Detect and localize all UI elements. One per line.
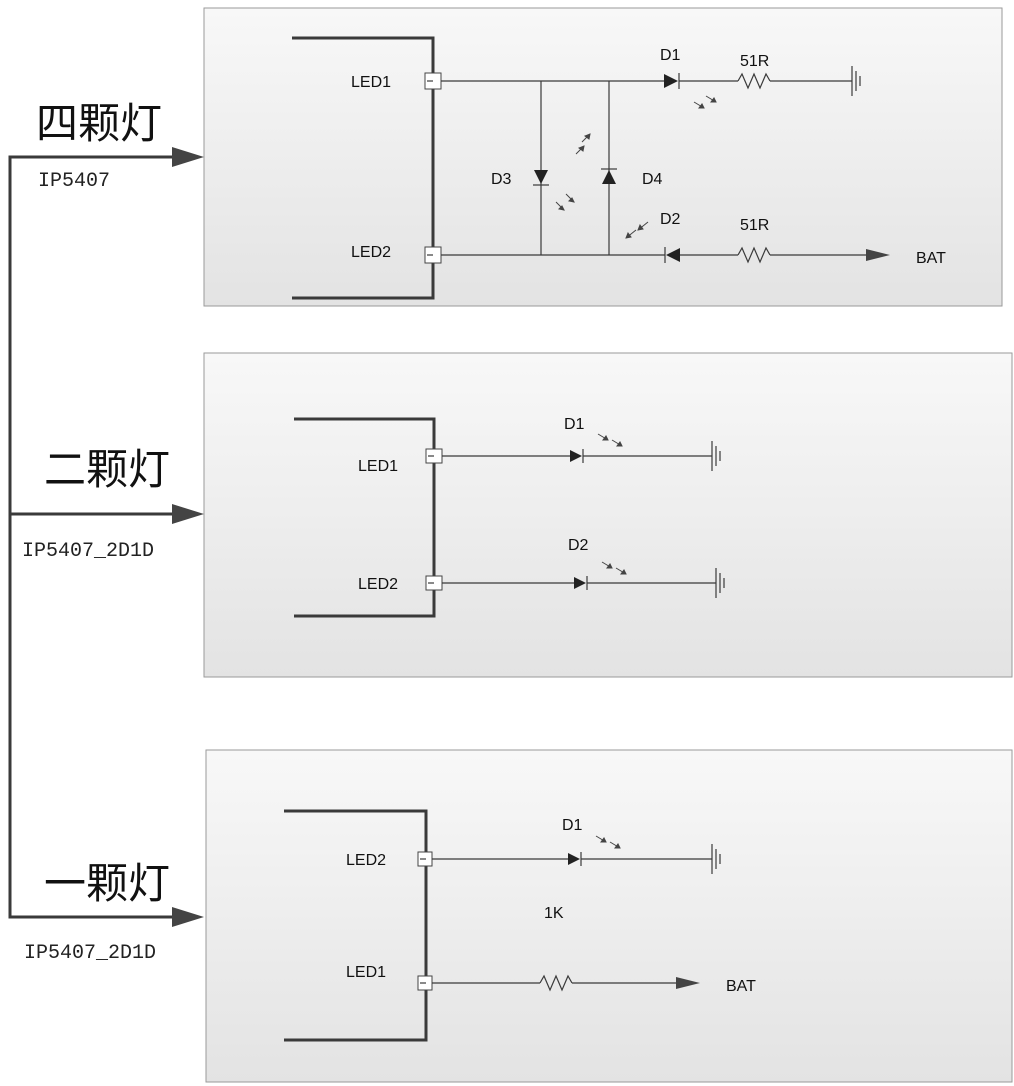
section-title-four-leds: 四颗灯 [36,99,162,148]
circuit-one-led: LED2 LED1 D1 1K BAT [284,809,756,1042]
light-emission-icon [693,95,717,109]
light-emission-icon [595,835,621,849]
label-d1: D1 [660,47,681,64]
diode-d1-icon [570,450,582,462]
pin-label-led2: LED2 [358,576,398,593]
label-bat: BAT [726,978,756,995]
label-d2: D2 [660,211,681,228]
diode-d1-icon [568,853,580,865]
arrow-head-icon [676,977,700,989]
resistor-r2-icon [737,246,771,264]
chip-name-one-led: IP5407_2D1D [24,942,156,965]
label-d4: D4 [642,171,663,188]
circuit-two-leds: LED1 LED2 D1 D2 [294,416,725,618]
section-selector-bus [8,147,204,927]
pin-label-led2: LED2 [346,852,386,869]
panel-two-leds [203,352,1013,678]
section-title-one-led: 一颗灯 [44,859,170,908]
arrow-head-icon [172,504,204,524]
label-bat: BAT [916,250,946,267]
diode-d2-icon [574,577,586,589]
label-d1: D1 [562,817,583,834]
chip-name-four-leds: IP5407 [38,170,110,193]
panel-four-leds [203,7,1003,307]
ground-icon [715,568,725,598]
ground-icon [711,844,721,874]
pin-label-led2: LED2 [351,244,391,261]
resistor-r1-icon [737,72,771,90]
pin-label-led1: LED1 [351,74,391,91]
label-r2: 51R [740,217,769,234]
arrow-head-icon [172,147,204,167]
ground-icon [851,66,861,96]
label-r1: 1K [544,905,564,922]
light-emission-icon [555,133,591,211]
pin-label-led1: LED1 [358,458,398,475]
circuit-four-leds: LED1 LED2 D1 51R D3 D4 [292,36,946,300]
diode-d1-icon [664,74,678,88]
chip-name-two-leds: IP5407_2D1D [22,540,154,563]
light-emission-icon [597,433,623,447]
resistor-r1-icon [539,974,573,992]
arrow-head-icon [172,907,204,927]
diode-d4-icon [602,170,616,184]
pin-label-led1: LED1 [346,964,386,981]
section-title-two-leds: 二颗灯 [44,445,170,494]
diode-d3-icon [534,170,548,184]
label-d3: D3 [491,171,512,188]
arrow-head-icon [866,249,890,261]
light-emission-icon [625,221,649,239]
label-r1: 51R [740,53,769,70]
label-d2: D2 [568,537,589,554]
panel-one-led [205,749,1013,1083]
ground-icon [711,441,721,471]
light-emission-icon [601,561,627,575]
diode-d2-icon [666,248,680,262]
label-d1: D1 [564,416,585,433]
